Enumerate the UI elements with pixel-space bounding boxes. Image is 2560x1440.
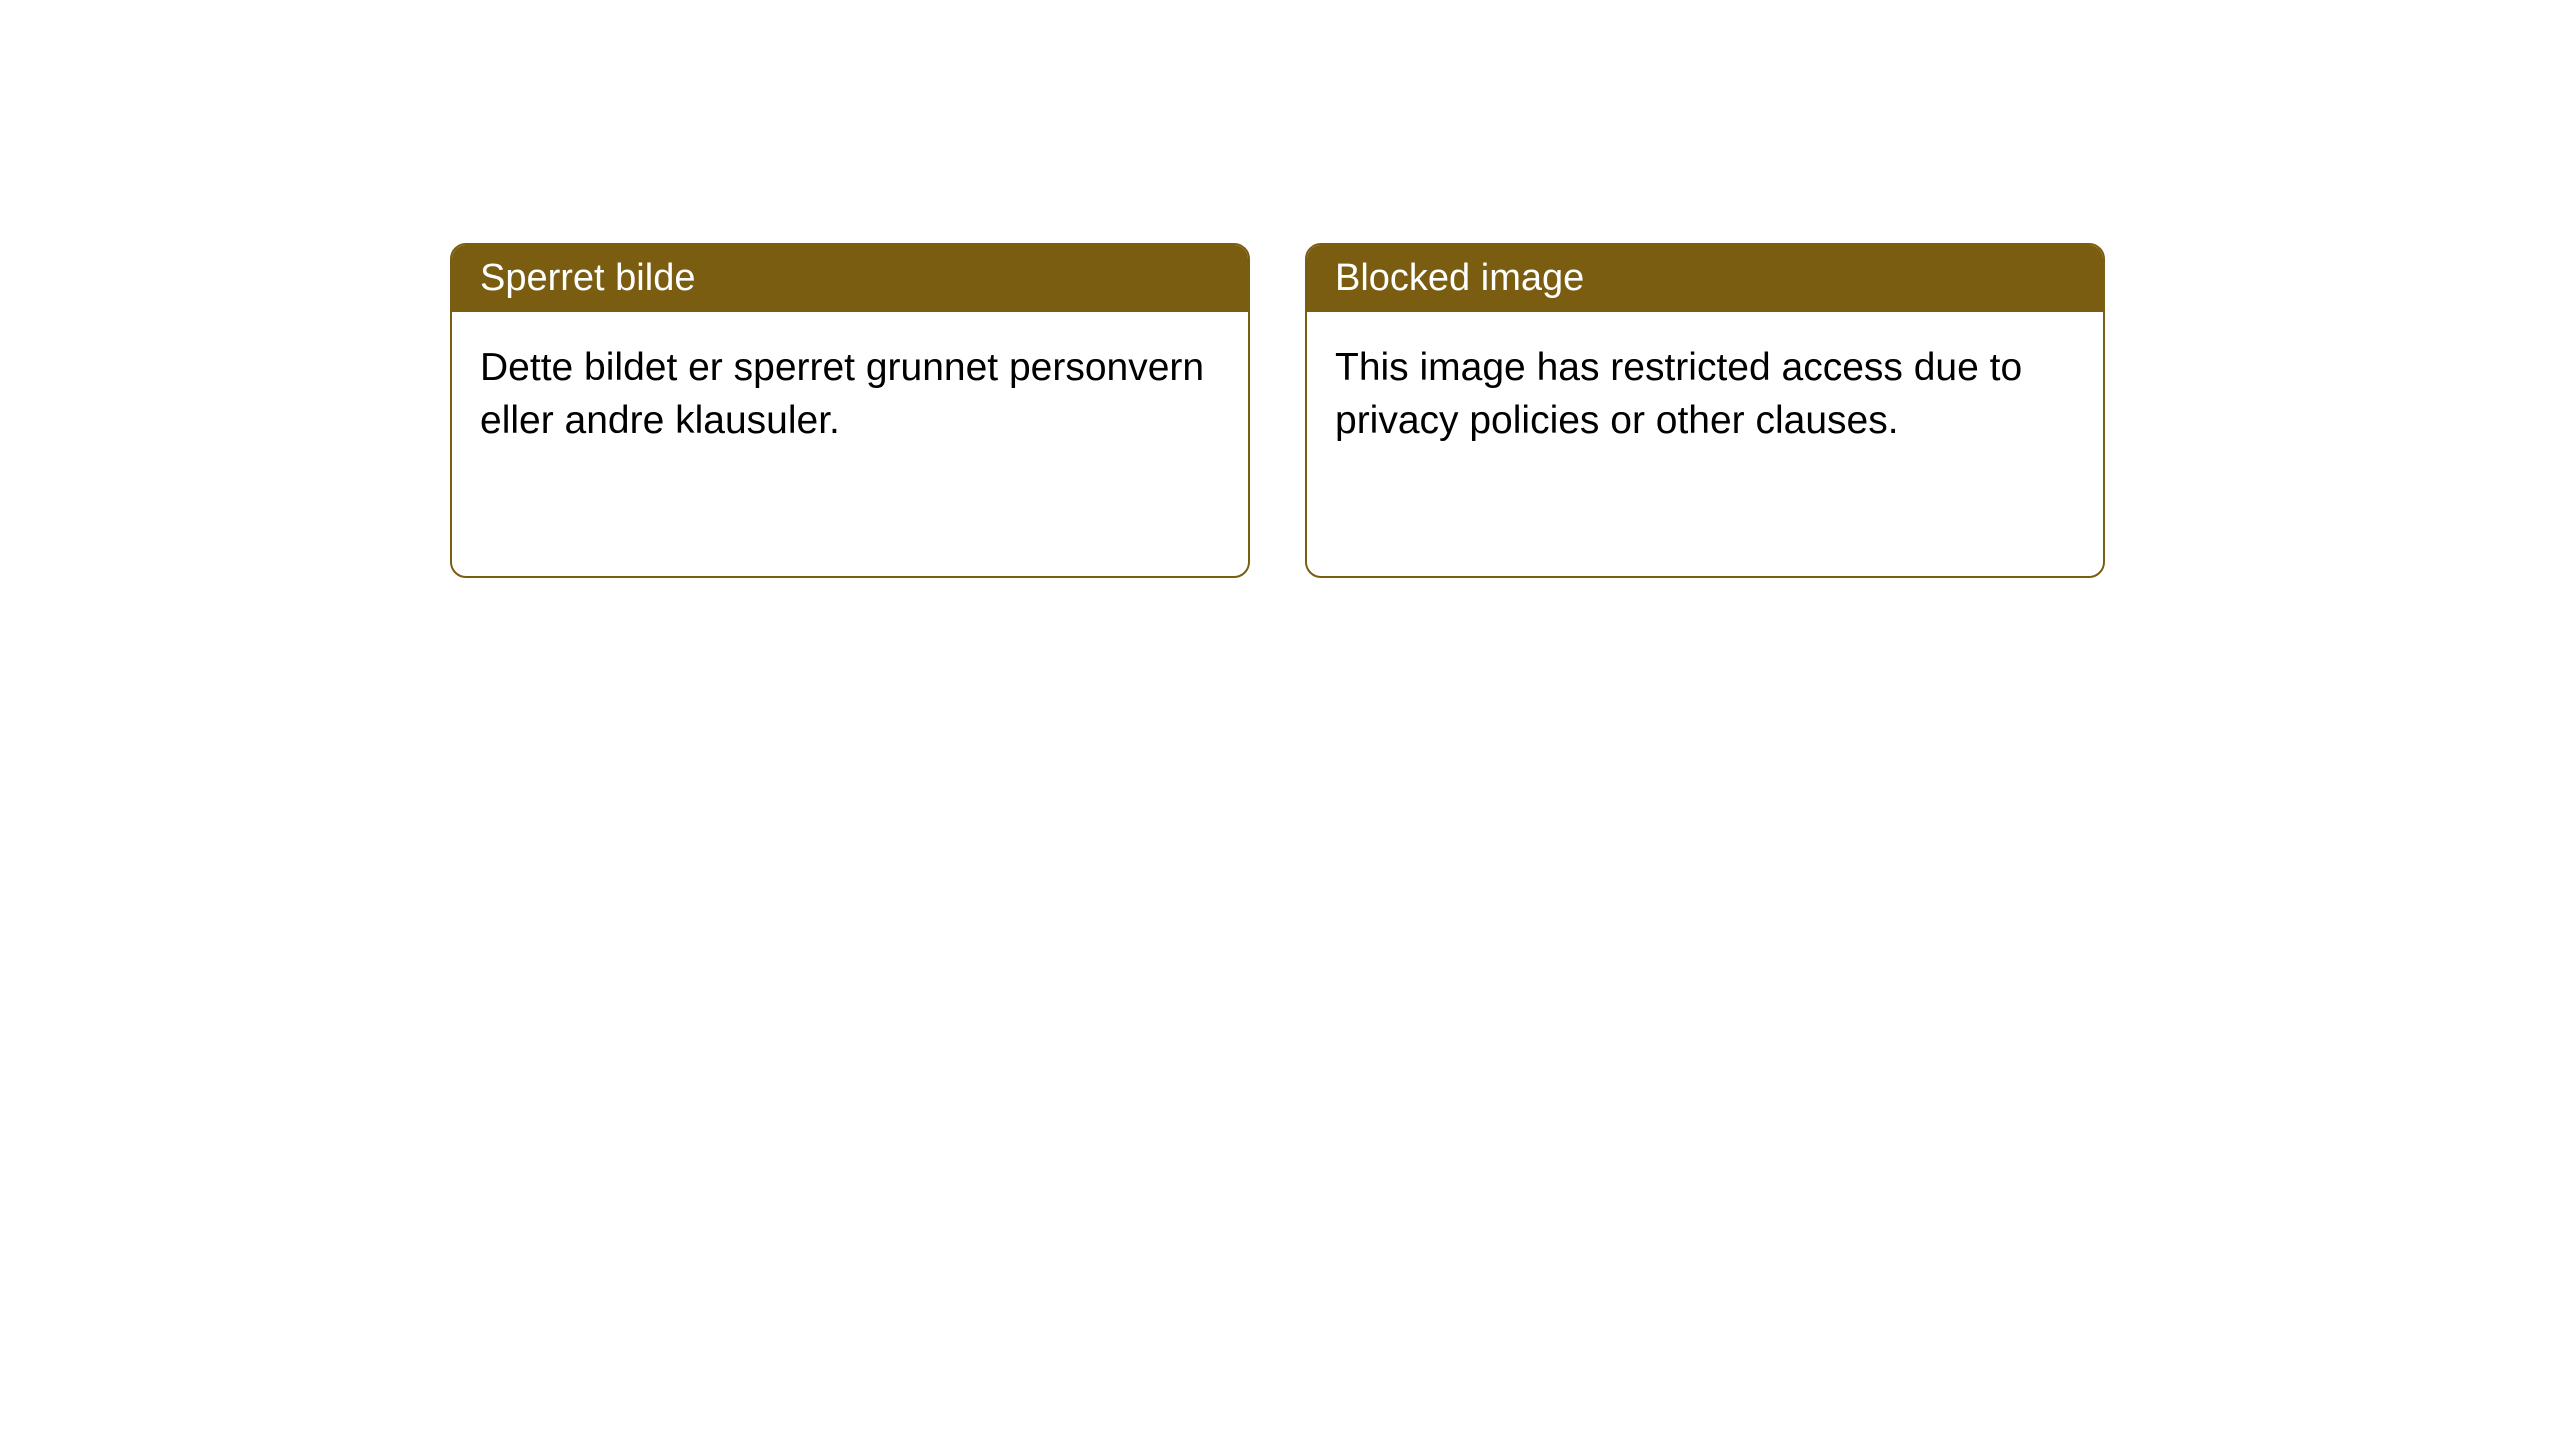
card-body: This image has restricted access due to … bbox=[1307, 312, 2103, 477]
card-header: Sperret bilde bbox=[452, 245, 1248, 312]
card-body-text: Dette bildet er sperret grunnet personve… bbox=[480, 346, 1204, 442]
card-header: Blocked image bbox=[1307, 245, 2103, 312]
notice-cards-container: Sperret bilde Dette bildet er sperret gr… bbox=[450, 243, 2105, 578]
card-body: Dette bildet er sperret grunnet personve… bbox=[452, 312, 1248, 477]
card-title: Sperret bilde bbox=[480, 257, 695, 299]
card-title: Blocked image bbox=[1335, 257, 1584, 299]
notice-card-english: Blocked image This image has restricted … bbox=[1305, 243, 2105, 578]
notice-card-norwegian: Sperret bilde Dette bildet er sperret gr… bbox=[450, 243, 1250, 578]
card-body-text: This image has restricted access due to … bbox=[1335, 346, 2022, 442]
